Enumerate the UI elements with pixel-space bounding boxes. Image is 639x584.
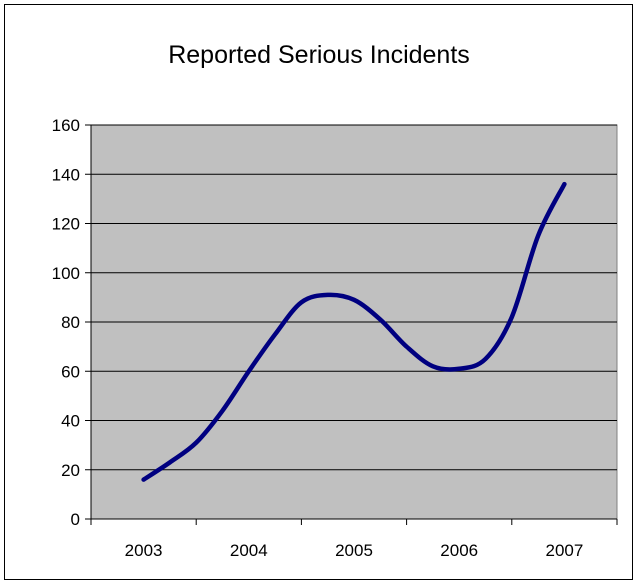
y-tick-label: 140 <box>52 165 80 184</box>
y-tick-label: 100 <box>52 264 80 283</box>
data-point <box>221 409 225 413</box>
x-tick-label: 2005 <box>335 541 373 560</box>
data-point <box>168 460 172 464</box>
y-tick-label: 20 <box>61 461 80 480</box>
chart-title: Reported Serious Incidents <box>168 41 470 69</box>
y-tick-label: 0 <box>71 510 80 529</box>
data-point <box>431 364 435 368</box>
data-point <box>299 300 303 304</box>
data-point <box>194 441 198 445</box>
line-chart: Reported Serious Incidents 0 20 40 60 80 100 1… <box>52 41 618 560</box>
y-tick-label: 60 <box>61 362 80 381</box>
x-tick-label: 2004 <box>230 541 268 560</box>
x-tick-label: 2007 <box>545 541 583 560</box>
chart-frame: Reported Serious Incidents 0 20 40 60 80 100 1… <box>4 4 633 580</box>
data-point <box>562 182 566 186</box>
data-point <box>142 478 146 482</box>
data-point <box>378 318 382 322</box>
x-tick-label: 2003 <box>125 541 163 560</box>
y-tick-label: 40 <box>61 412 80 431</box>
data-point <box>273 332 277 336</box>
y-tick-label: 120 <box>52 215 80 234</box>
data-point <box>510 315 514 319</box>
y-tick-label: 80 <box>61 313 80 332</box>
data-point <box>247 369 251 373</box>
y-tick-label: 160 <box>52 116 80 135</box>
data-point <box>352 298 356 302</box>
data-point <box>405 345 409 349</box>
data-point <box>326 293 330 297</box>
series-line <box>141 181 567 482</box>
data-point <box>484 357 488 361</box>
data-point <box>457 367 461 371</box>
data-point <box>536 234 540 238</box>
x-tick-label: 2006 <box>440 541 478 560</box>
